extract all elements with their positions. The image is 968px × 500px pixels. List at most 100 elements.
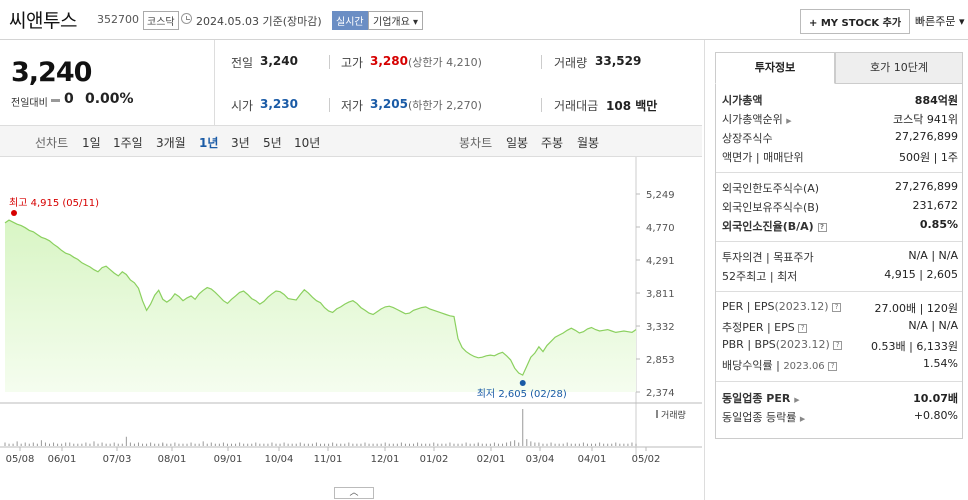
industry-per-row[interactable]: 동일업종 PER ▶ 10.07배 (722, 392, 958, 405)
quick-order-button[interactable]: 빠른주문 ▾ (915, 15, 965, 28)
flat-icon (51, 99, 60, 102)
y-tick-label: 4,291 (646, 256, 675, 267)
x-tick-label: 11/01 (314, 454, 343, 465)
realtime-badge[interactable]: 실시간 (332, 11, 368, 30)
change-label: 전일대비 (11, 98, 48, 109)
stock-code: 352700 (97, 13, 139, 26)
est-per-row: 추정PER | EPS ? N/A | N/A (722, 319, 958, 334)
x-tick-label: 02/01 (477, 454, 506, 465)
caret-right-icon: ▶ (799, 415, 806, 423)
y-tick-label: 3,332 (646, 322, 675, 333)
caret-right-icon: ▶ (786, 117, 792, 125)
line-chart-label: 선차트 (35, 136, 69, 150)
volume-label: 거래량 (554, 56, 588, 70)
help-icon: ? (817, 222, 827, 232)
pbr-row: PBR | BPS(2023.12) ? 0.53배 | 6,133원 (722, 338, 958, 353)
rank-row[interactable]: 시가총액순위 ▶ 코스닥 941위 (722, 113, 958, 126)
candle-weekly[interactable]: 주봉 (541, 136, 564, 150)
basis-date: 2024.05.03 기준(장마감) (196, 15, 322, 28)
x-tick-label: 12/01 (371, 454, 400, 465)
high-marker (11, 210, 17, 216)
amount-label: 거래대금 (554, 99, 599, 113)
change-value: 0 (64, 91, 74, 107)
open-label: 시가 (231, 99, 254, 113)
dividend-row: 배당수익률 | 2023.06 ? 1.54% (722, 357, 958, 372)
period-toolbar: 선차트 1일 1주일 3개월 1년 3년 5년 10년 봉차트 일봉 주봉 월봉 (0, 125, 702, 157)
price-chart-svg: 5,249 4,770 4,291 3,811 3,332 2,853 2,374 최고 4,… (0, 157, 702, 465)
investment-info-panel: 투자정보 호가 10단계 시가총액 884억원 시가총액순위 ▶ 코스닥 941위 … (704, 40, 968, 500)
y-tick-label: 5,249 (646, 190, 675, 201)
volume: 33,529 (595, 54, 642, 68)
stock-name: 씨앤투스 (9, 10, 77, 32)
stock-header: 씨앤투스 352700 코스닥 2024.05.03 기준(장마감) 실시간 기… (0, 0, 968, 40)
change-percent: 0.00% (85, 91, 134, 107)
industry-change-row[interactable]: 동일업종 등락률 ▶ +0.80% (722, 409, 958, 424)
market-cap-row: 시가총액 884억원 (722, 94, 958, 107)
info-table: 시가총액 884억원 시가총액순위 ▶ 코스닥 941위 상장주식수 27,276,8… (715, 84, 963, 439)
clock-icon (181, 13, 192, 24)
upper-limit: (상한가 4,210) (408, 56, 482, 69)
range-5y[interactable]: 5년 (263, 136, 282, 150)
volume-label: 거래량 (661, 409, 686, 421)
low-price: 3,205 (370, 97, 408, 111)
current-price-panel: 3,240 전일대비 0 0.00% (0, 40, 215, 125)
foreign-limit-row: 외국인한도주식수(A) 27,276,899 (722, 180, 958, 195)
candle-daily[interactable]: 일봉 (506, 136, 529, 150)
y-tick-label: 3,811 (646, 289, 675, 300)
market-badge: 코스닥 (143, 11, 179, 30)
y-tick-label: 4,770 (646, 223, 675, 234)
help-icon: ? (798, 323, 808, 333)
x-tick-label: 07/03 (103, 454, 132, 465)
help-icon: ? (833, 340, 843, 350)
caret-right-icon: ▶ (794, 396, 800, 404)
current-price: 3,240 (11, 57, 92, 88)
prev-close: 3,240 (260, 54, 298, 68)
help-icon: ? (832, 302, 842, 312)
week52-row: 52주최고 | 최저 4,915 | 2,605 (722, 268, 958, 283)
range-10y[interactable]: 10년 (294, 136, 321, 150)
open-price: 3,230 (260, 97, 298, 111)
high-label: 최고 4,915 (05/11) (9, 197, 99, 209)
company-info-dropdown[interactable]: 기업개요 ▾ (368, 11, 423, 30)
range-3m[interactable]: 3개월 (156, 136, 186, 150)
add-mystock-button[interactable]: + MY STOCK 추가 (800, 9, 911, 34)
range-1d[interactable]: 1일 (82, 136, 101, 150)
price-line (4, 219, 637, 376)
price-chart[interactable]: 5,249 4,770 4,291 3,811 3,332 2,853 2,374 최고 4,… (0, 157, 702, 500)
candle-chart-label: 봉차트 (459, 136, 493, 150)
trade-amount: 108 백만 (606, 99, 658, 113)
volume-legend-icon (656, 410, 658, 418)
low-label: 저가 (341, 99, 364, 113)
x-tick-label: 05/08 (6, 454, 35, 465)
quote-grid: 전일 3,240 고가 3,280 (상한가 4,210) 거래량 33,529… (215, 40, 703, 125)
opinion-row: 투자의견 | 목표주가 N/A | N/A (722, 249, 958, 264)
x-tick-label: 01/02 (420, 454, 449, 465)
candle-monthly[interactable]: 월봉 (577, 136, 600, 150)
range-3y[interactable]: 3년 (231, 136, 250, 150)
low-label: 최저 2,605 (02/28) (477, 388, 567, 400)
price-area (5, 220, 636, 392)
help-icon: ? (828, 361, 838, 371)
low-marker (519, 380, 526, 387)
foreign-hold-row: 외국인보유주식수(B) 231,672 (722, 199, 958, 214)
par-row: 액면가 | 매매단위 500원 | 1주 (722, 151, 958, 164)
x-tick-label: 08/01 (158, 454, 187, 465)
shares-row: 상장주식수 27,276,899 (722, 130, 958, 145)
high-label: 고가 (341, 56, 364, 70)
tab-orderbook[interactable]: 호가 10단계 (835, 52, 963, 84)
x-tick-label: 03/04 (526, 454, 555, 465)
x-tick-label: 05/02 (632, 454, 661, 465)
high-price: 3,280 (370, 54, 408, 68)
lower-limit: (하한가 2,270) (408, 99, 482, 112)
x-tick-label: 10/04 (265, 454, 294, 465)
x-tick-label: 09/01 (214, 454, 243, 465)
x-tick-label: 04/01 (578, 454, 607, 465)
tab-investment-info[interactable]: 투자정보 (715, 52, 835, 84)
y-tick-label: 2,853 (646, 355, 675, 366)
range-1y[interactable]: 1년 (199, 136, 219, 150)
chart-collapse-button[interactable]: ︿ (334, 487, 374, 499)
foreign-ratio-row: 외국인소진율(B/A) ? 0.85% (722, 218, 958, 233)
x-tick-label: 06/01 (48, 454, 77, 465)
per-row: PER | EPS(2023.12) ? 27.00배 | 120원 (722, 300, 958, 315)
range-1w[interactable]: 1주일 (113, 136, 143, 150)
